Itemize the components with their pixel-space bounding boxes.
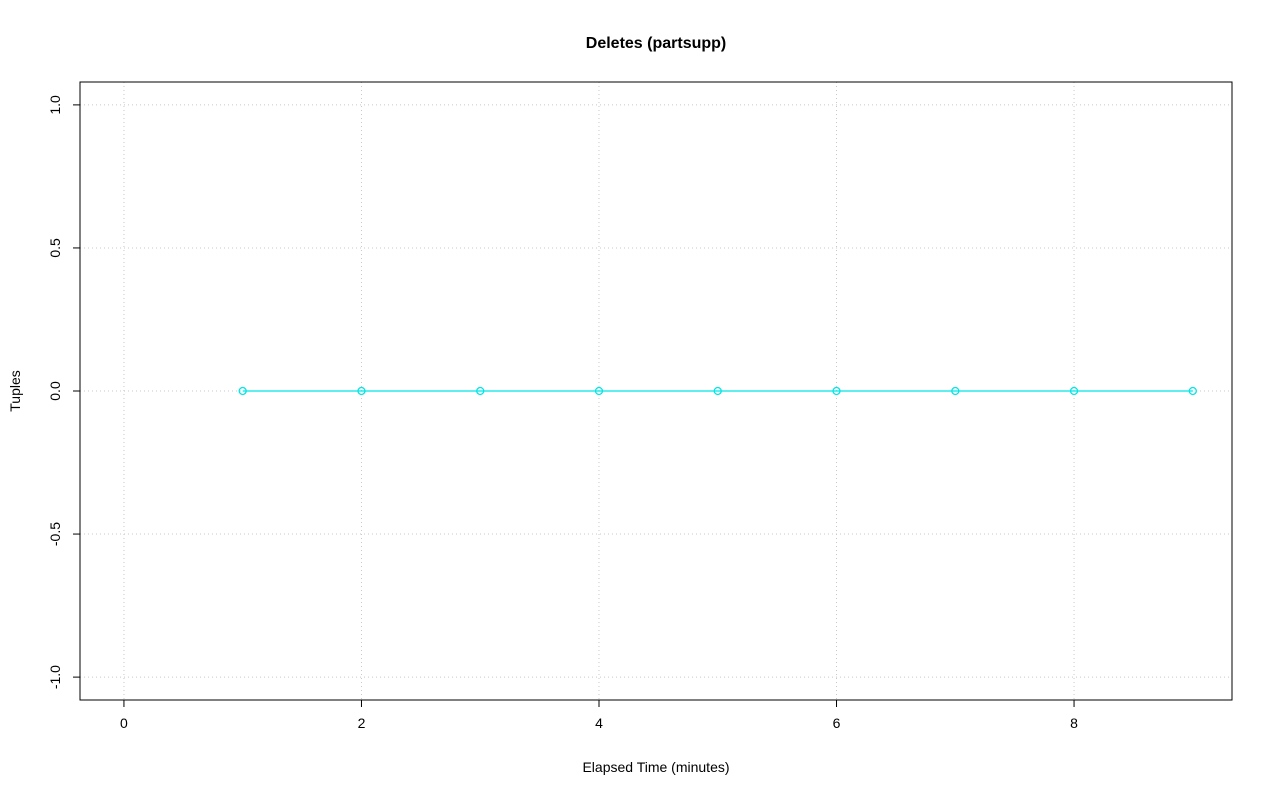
x-tick-label: 0: [120, 715, 128, 731]
data-point-marker: [713, 386, 722, 396]
x-axis-label: Elapsed Time (minutes): [582, 759, 729, 775]
data-point-marker: [951, 386, 960, 396]
y-tick-label: -1.0: [47, 665, 63, 689]
data-point-marker: [238, 386, 247, 396]
y-axis-label: Tuples: [7, 370, 23, 412]
x-tick-label: 2: [358, 715, 366, 731]
y-tick-label: 1.0: [47, 95, 63, 115]
axis-ticks: [73, 104, 1075, 707]
x-tick-label: 8: [1070, 715, 1078, 731]
x-tick-label: 4: [595, 715, 603, 731]
data-point-marker: [832, 386, 841, 396]
data-point-marker: [476, 386, 485, 396]
chart-title: Deletes (partsupp): [586, 35, 726, 52]
y-tick-label: -0.5: [47, 522, 63, 546]
data-point-marker: [1188, 386, 1197, 396]
data-point-marker: [357, 386, 366, 396]
x-tick-label: 6: [833, 715, 841, 731]
y-tick-label: 0.5: [47, 238, 63, 258]
data-series: [238, 386, 1197, 396]
data-point-marker: [1069, 386, 1079, 396]
tick-labels: 0 2 4 6 8 -1.0 -0.5 0.0 0.5 1.0: [47, 95, 1078, 731]
y-tick-label: 0.0: [47, 381, 63, 401]
data-point-marker: [594, 386, 604, 396]
